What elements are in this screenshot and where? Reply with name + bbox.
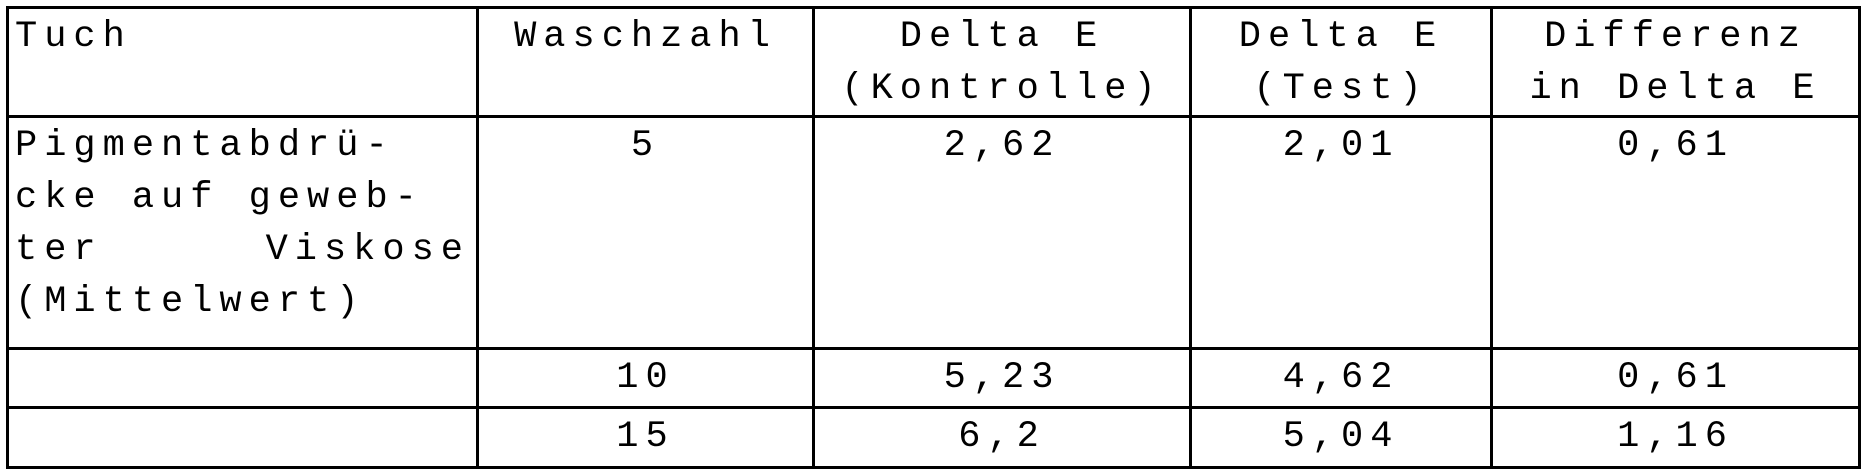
header-line: Delta E (821, 11, 1183, 63)
header-line: (Kontrolle) (821, 63, 1183, 115)
header-differenz: Differenzin Delta E (1492, 8, 1860, 117)
header-waschzahl: Waschzahl (478, 8, 814, 117)
header-line: Delta E (1198, 11, 1484, 63)
tuch-line: ter Viskose (15, 224, 470, 276)
header-waschzahl-text: Waschzahl (514, 16, 777, 58)
cell-waschzahl: 15 (478, 408, 814, 468)
tuch-line: (Mittelwert) (15, 276, 470, 328)
table-row: Pigmentabdrü- cke auf geweb- terViskose … (8, 117, 1860, 349)
header-delta-e-test: Delta E(Test) (1191, 8, 1492, 117)
cell-delta-e-test: 5,04 (1191, 408, 1492, 468)
cell-differenz: 0,61 (1492, 349, 1860, 408)
header-delta-e-kontrolle: Delta E(Kontrolle) (814, 8, 1191, 117)
cell-tuch: Pigmentabdrü- cke auf geweb- terViskose … (8, 117, 478, 349)
cell-delta-e-test: 4,62 (1191, 349, 1492, 408)
tuch-line: Pigmentabdrü- (15, 120, 470, 172)
header-line: (Test) (1198, 63, 1484, 115)
cell-tuch (8, 349, 478, 408)
tuch-line: cke auf geweb- (15, 172, 470, 224)
cell-delta-e-kontrolle: 5,23 (814, 349, 1191, 408)
header-line: Differenz (1499, 11, 1852, 63)
delta-e-table: Tuch Waschzahl Delta E(Kontrolle) Delta … (6, 6, 1861, 469)
header-line: in Delta E (1499, 63, 1852, 115)
cell-delta-e-kontrolle: 6,2 (814, 408, 1191, 468)
header-row: Tuch Waschzahl Delta E(Kontrolle) Delta … (8, 8, 1860, 117)
cell-differenz: 0,61 (1492, 117, 1860, 349)
cell-waschzahl: 10 (478, 349, 814, 408)
cell-delta-e-kontrolle: 2,62 (814, 117, 1191, 349)
tuch-word: Viskose (266, 224, 470, 276)
header-tuch: Tuch (8, 8, 478, 117)
cell-differenz: 1,16 (1492, 408, 1860, 468)
tuch-word: ter (15, 224, 103, 276)
cell-delta-e-test: 2,01 (1191, 117, 1492, 349)
table-row: 10 5,23 4,62 0,61 (8, 349, 1860, 408)
cell-waschzahl: 5 (478, 117, 814, 349)
table-row: 15 6,2 5,04 1,16 (8, 408, 1860, 468)
cell-tuch (8, 408, 478, 468)
header-tuch-text: Tuch (15, 16, 132, 58)
